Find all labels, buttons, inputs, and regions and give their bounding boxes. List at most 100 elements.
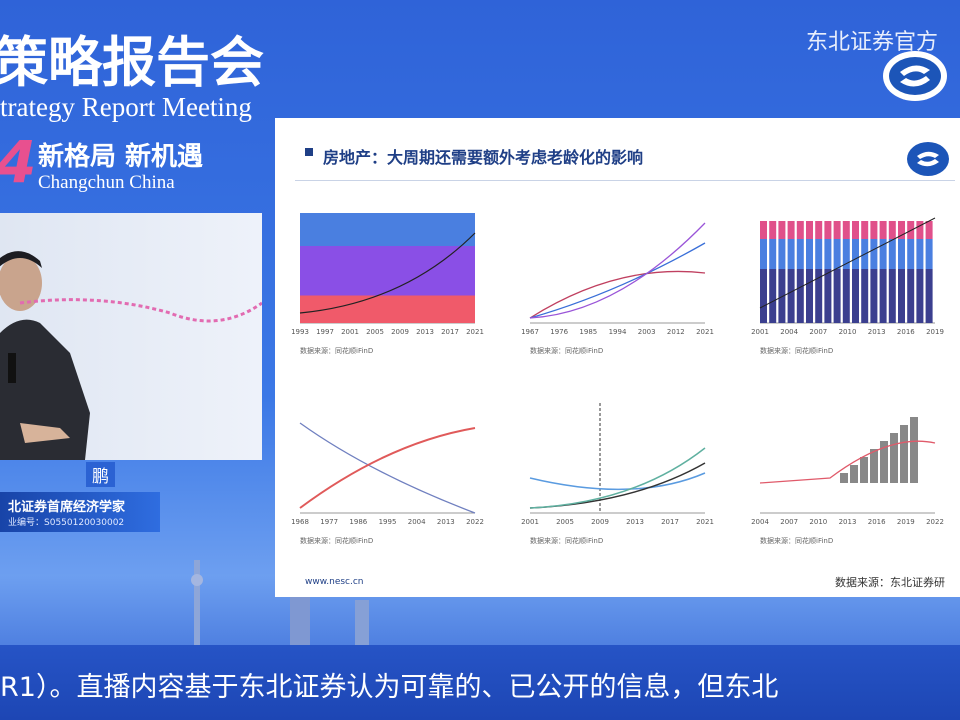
skyline [191, 560, 369, 645]
x-tick-label: 2012 [667, 328, 685, 336]
bar [824, 269, 832, 323]
bar [861, 221, 869, 239]
bar [842, 239, 850, 269]
location: Changchun China [38, 172, 175, 193]
panel-source: 数据来源：同花顺iFinD [300, 346, 373, 355]
x-tick-label: 2005 [366, 328, 384, 336]
x-tick-label: 2022 [466, 518, 484, 526]
bar [907, 269, 915, 323]
bar [778, 239, 786, 269]
bar [879, 221, 887, 239]
event-subtitle: trategy Report Meeting [0, 92, 252, 122]
bar [879, 269, 887, 323]
bar [778, 269, 786, 323]
x-tick-label: 2021 [696, 328, 714, 336]
x-tick-label: 2007 [780, 518, 798, 526]
slogan: 新格局 新机遇 [38, 142, 204, 172]
x-tick-label: 1976 [550, 328, 568, 336]
x-tick-label: 2019 [897, 518, 915, 526]
x-tick-label: 2010 [809, 518, 827, 526]
bar [815, 239, 823, 269]
bar [840, 473, 848, 483]
x-tick-label: 1986 [349, 518, 367, 526]
x-tick-label: 2013 [868, 328, 886, 336]
bar [833, 221, 841, 239]
x-tick-label: 2004 [408, 518, 426, 526]
x-tick-label: 2001 [521, 518, 539, 526]
slide: 房地产：大周期还需要额外考虑老龄化的影响 1993 1997 2001 2005 200… [275, 118, 960, 597]
event-title: 策略报告会 [0, 31, 264, 94]
x-tick-label: 2016 [897, 328, 915, 336]
bar [888, 269, 896, 323]
name-bar: 北证券首席经济学家 业编号：S0550120030002 [0, 492, 160, 532]
panel-source: 数据来源：同花顺iFinD [760, 346, 833, 355]
line [759, 440, 936, 484]
x-tick-label: 2013 [626, 518, 644, 526]
speaker-license: 业编号：S0550120030002 [8, 518, 125, 528]
line [529, 222, 706, 319]
bar [861, 269, 869, 323]
band [300, 213, 475, 246]
x-tick-label: 2022 [926, 518, 944, 526]
bar [778, 221, 786, 239]
line [529, 270, 706, 319]
x-tick-label: 1997 [316, 328, 334, 336]
x-tick-label: 1968 [291, 518, 309, 526]
bar [925, 221, 933, 239]
panel-source: 数据来源：同花顺iFinD [530, 346, 603, 355]
x-tick-label: 2019 [926, 328, 944, 336]
bar [769, 269, 777, 323]
bar [833, 239, 841, 269]
bar [787, 239, 795, 269]
website: www.nesc.cn [305, 577, 364, 587]
bar [806, 221, 813, 239]
chart-panels: 1993 1997 2001 2005 2009 2013 2017 2021 数据来源：同花顺… [291, 213, 944, 545]
bar [796, 239, 804, 269]
x-tick-label: 2001 [341, 328, 359, 336]
divider [295, 180, 955, 181]
x-tick-label: 2013 [416, 328, 434, 336]
bar [870, 449, 878, 483]
broadcaster: 东北证券官方 [806, 30, 939, 55]
bar [760, 269, 767, 323]
bar [879, 239, 887, 269]
panel-source: 数据来源：同花顺iFinD [300, 536, 373, 545]
bar [890, 433, 898, 483]
bar [760, 221, 767, 239]
x-tick-label: 2009 [391, 328, 409, 336]
year-digit: 4 [0, 128, 37, 196]
line [759, 217, 936, 309]
x-tick-label: 2017 [441, 328, 459, 336]
bar [898, 221, 905, 239]
speaker-title: 北证券首席经济学家 [8, 500, 126, 515]
x-tick-label: 1994 [609, 328, 627, 336]
speaker-image [0, 251, 263, 460]
bar [806, 239, 813, 269]
panel-source: 数据来源：同花顺iFinD [760, 536, 833, 545]
line [529, 472, 706, 491]
bar [916, 269, 924, 323]
bar [870, 221, 878, 239]
x-tick-label: 1977 [320, 518, 338, 526]
bar [796, 269, 804, 323]
broadcaster-logo [883, 51, 947, 101]
slide-logo [907, 142, 949, 176]
title-bullet [305, 148, 313, 156]
bar [860, 457, 868, 483]
bar [907, 239, 915, 269]
bar [898, 269, 905, 323]
bar [900, 425, 908, 483]
bar [796, 221, 804, 239]
slide-source: 数据来源：东北证券研 [835, 576, 945, 589]
bar [824, 221, 832, 239]
panel-source: 数据来源：同花顺iFinD [530, 536, 603, 545]
x-tick-label: 2003 [638, 328, 656, 336]
bar [850, 465, 858, 483]
bar [925, 239, 933, 269]
bar [852, 221, 859, 239]
bar [898, 239, 905, 269]
bar [769, 239, 777, 269]
x-tick-label: 2013 [437, 518, 455, 526]
bar [852, 269, 859, 323]
bar [870, 269, 878, 323]
